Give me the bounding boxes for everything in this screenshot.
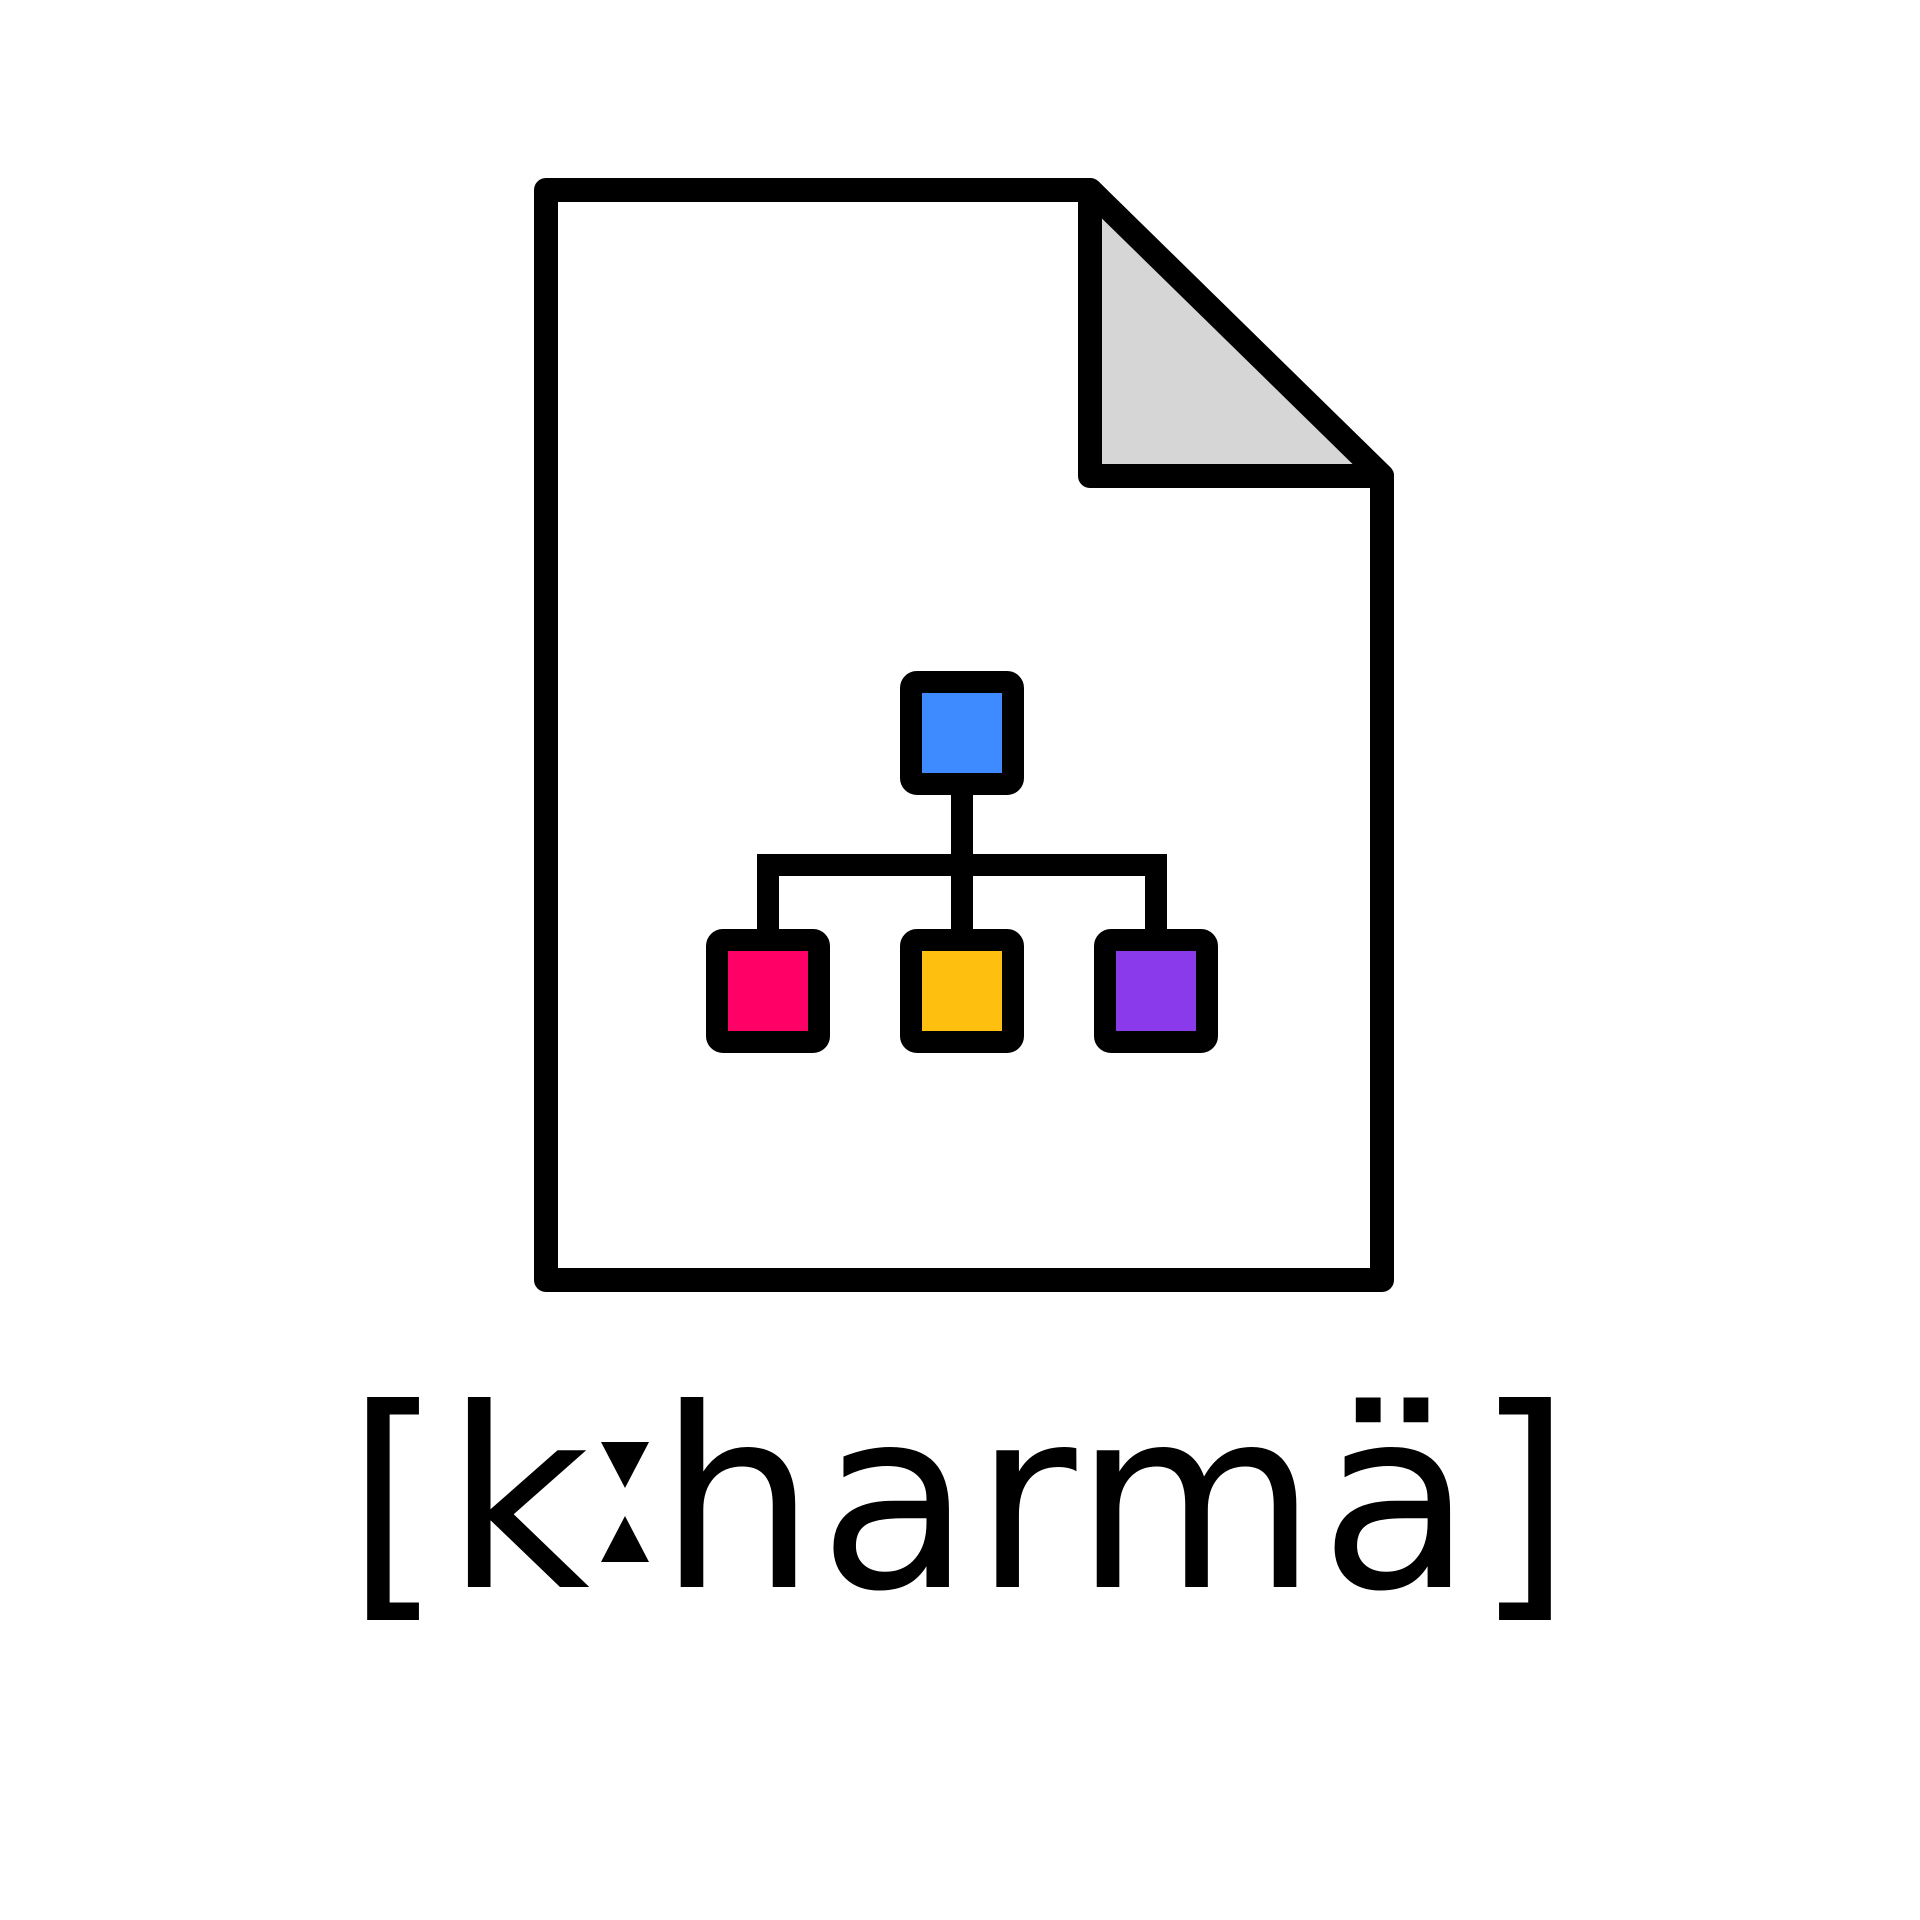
folded-corner (1078, 178, 1394, 488)
wordmark-rest: harmä] (658, 1354, 1575, 1646)
ipa-length-mark-icon (598, 1400, 652, 1600)
hierarchy-connectors (757, 779, 1167, 951)
wordmark-open: [k (345, 1354, 592, 1646)
hierarchy-node-right (1094, 929, 1218, 1053)
hierarchy-node-middle (900, 929, 1024, 1053)
hierarchy-node-root (900, 671, 1024, 795)
logo-wordmark: [k harmä] (0, 1355, 1920, 1646)
hierarchy-node-left (706, 929, 830, 1053)
